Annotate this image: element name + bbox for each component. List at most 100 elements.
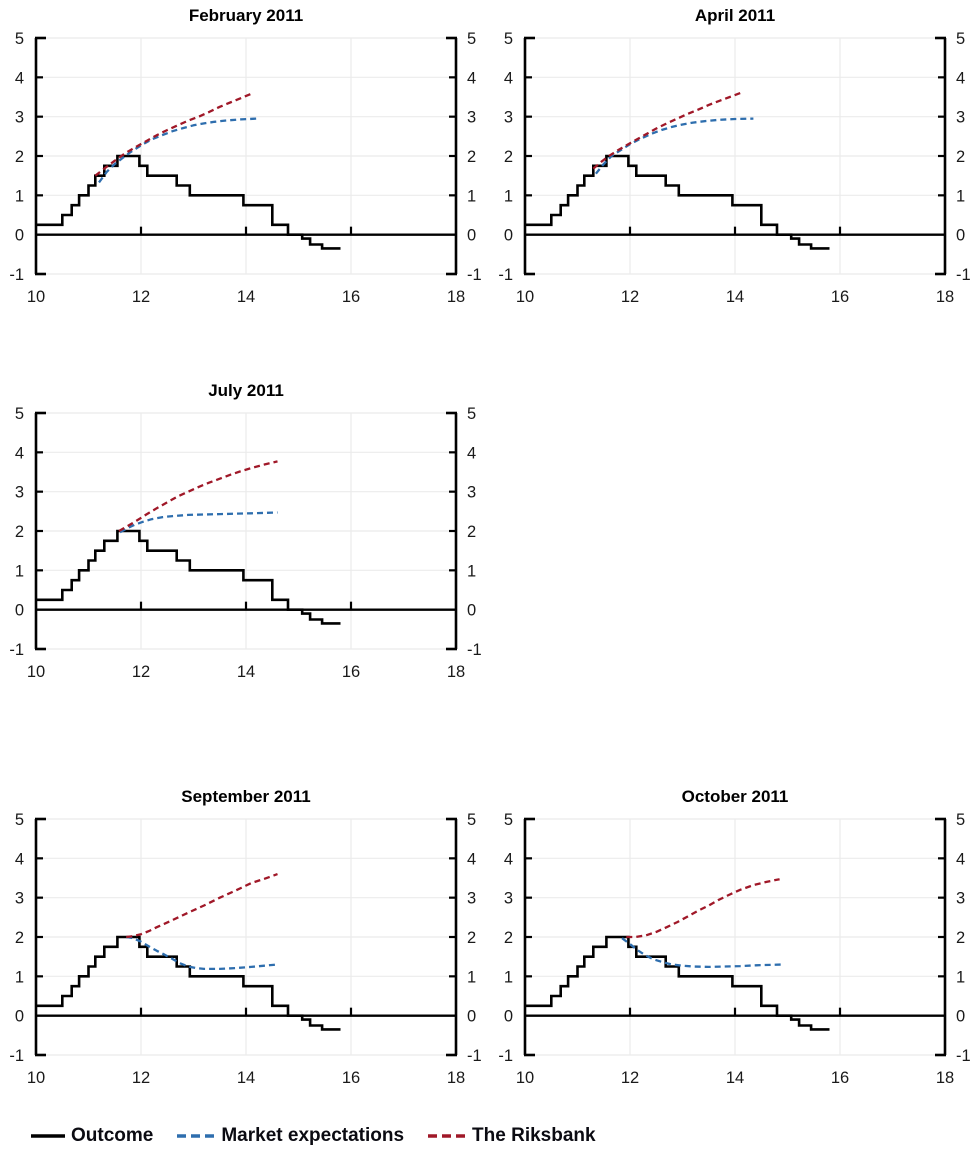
svg-text:-1: -1 <box>9 266 24 284</box>
svg-text:0: 0 <box>956 1008 965 1026</box>
svg-text:10: 10 <box>27 1069 45 1087</box>
svg-text:3: 3 <box>956 890 965 908</box>
svg-text:4: 4 <box>15 850 24 868</box>
svg-text:October 2011: October 2011 <box>682 787 789 806</box>
svg-text:2: 2 <box>504 148 513 166</box>
svg-text:2: 2 <box>956 148 965 166</box>
svg-text:4: 4 <box>504 850 513 868</box>
svg-text:0: 0 <box>15 227 24 245</box>
svg-text:1: 1 <box>15 968 24 986</box>
svg-text:10: 10 <box>516 1069 534 1087</box>
svg-text:12: 12 <box>621 288 639 306</box>
svg-text:4: 4 <box>956 69 965 87</box>
svg-text:16: 16 <box>342 1069 360 1087</box>
svg-text:July 2011: July 2011 <box>208 381 284 400</box>
svg-text:2: 2 <box>15 148 24 166</box>
svg-text:3: 3 <box>467 109 476 127</box>
svg-text:4: 4 <box>467 850 476 868</box>
svg-text:2: 2 <box>467 523 476 541</box>
svg-text:14: 14 <box>726 1069 744 1087</box>
svg-text:3: 3 <box>467 484 476 502</box>
svg-text:16: 16 <box>342 663 360 681</box>
legend-label-outcome: Outcome <box>71 1125 154 1146</box>
svg-text:0: 0 <box>467 227 476 245</box>
legend-item-riksbank: The Riksbank <box>427 1125 596 1147</box>
charts-row-2: -1 -1 0 0 1 1 2 2 3 3 4 4 5 5 10 12 14 16 18 July 2011 <box>0 375 977 693</box>
svg-text:5: 5 <box>467 811 476 829</box>
empty-cell <box>489 375 977 693</box>
svg-text:-1: -1 <box>956 1047 971 1065</box>
svg-text:5: 5 <box>504 30 513 48</box>
svg-text:0: 0 <box>467 602 476 620</box>
svg-text:-1: -1 <box>9 1047 24 1065</box>
svg-text:3: 3 <box>467 890 476 908</box>
svg-text:-1: -1 <box>498 1047 513 1065</box>
svg-text:16: 16 <box>831 288 849 306</box>
svg-text:3: 3 <box>504 890 513 908</box>
legend-label-riksbank: The Riksbank <box>472 1125 596 1146</box>
svg-text:3: 3 <box>15 109 24 127</box>
svg-text:4: 4 <box>15 69 24 87</box>
svg-text:0: 0 <box>956 227 965 245</box>
svg-text:10: 10 <box>27 663 45 681</box>
chart-panel-september-2011: -1 -1 0 0 1 1 2 2 3 3 4 4 5 5 10 12 14 16 18 September 2011 <box>0 781 488 1099</box>
svg-text:16: 16 <box>342 288 360 306</box>
svg-text:18: 18 <box>447 288 465 306</box>
legend-label-market-expectations: Market expectations <box>221 1125 405 1146</box>
svg-text:5: 5 <box>15 405 24 423</box>
svg-text:12: 12 <box>132 1069 150 1087</box>
svg-text:1: 1 <box>467 562 476 580</box>
svg-text:-1: -1 <box>9 641 24 659</box>
svg-text:10: 10 <box>516 288 534 306</box>
svg-text:18: 18 <box>936 1069 954 1087</box>
svg-text:-1: -1 <box>467 266 482 284</box>
svg-text:5: 5 <box>467 405 476 423</box>
svg-text:12: 12 <box>132 663 150 681</box>
svg-text:3: 3 <box>15 890 24 908</box>
svg-text:18: 18 <box>447 663 465 681</box>
svg-text:1: 1 <box>467 187 476 205</box>
svg-text:4: 4 <box>467 444 476 462</box>
svg-text:-1: -1 <box>467 1047 482 1065</box>
outcome-line-swatch <box>31 1134 65 1138</box>
svg-text:3: 3 <box>504 109 513 127</box>
chart-panel-february-2011: -1 -1 0 0 1 1 2 2 3 3 4 4 5 5 10 12 14 16 18 February 2011 <box>0 0 488 318</box>
svg-text:1: 1 <box>15 562 24 580</box>
svg-text:3: 3 <box>15 484 24 502</box>
svg-text:4: 4 <box>956 850 965 868</box>
svg-text:April 2011: April 2011 <box>695 6 775 25</box>
svg-text:September 2011: September 2011 <box>181 787 310 806</box>
chart-panel-july-2011: -1 -1 0 0 1 1 2 2 3 3 4 4 5 5 10 12 14 16 18 July 2011 <box>0 375 488 693</box>
charts-row-3: -1 -1 0 0 1 1 2 2 3 3 4 4 5 5 10 12 14 16 18 September 2011… <box>0 781 977 1099</box>
svg-text:1: 1 <box>504 968 513 986</box>
svg-text:0: 0 <box>504 227 513 245</box>
riksbank-line-swatch <box>428 1134 467 1138</box>
svg-text:1: 1 <box>15 187 24 205</box>
svg-text:2: 2 <box>15 929 24 947</box>
svg-text:14: 14 <box>237 288 255 306</box>
svg-text:10: 10 <box>27 288 45 306</box>
svg-text:-1: -1 <box>956 266 971 284</box>
svg-text:-1: -1 <box>498 266 513 284</box>
svg-text:0: 0 <box>15 602 24 620</box>
svg-text:14: 14 <box>237 663 255 681</box>
svg-text:2: 2 <box>467 929 476 947</box>
svg-text:2: 2 <box>15 523 24 541</box>
charts-row-1: -1 -1 0 0 1 1 2 2 3 3 4 4 5 5 10 12 14 16 18 February 2011 … <box>0 0 977 318</box>
svg-text:5: 5 <box>504 811 513 829</box>
svg-text:5: 5 <box>467 30 476 48</box>
svg-text:1: 1 <box>504 187 513 205</box>
svg-text:12: 12 <box>132 288 150 306</box>
svg-text:5: 5 <box>956 30 965 48</box>
svg-text:5: 5 <box>15 30 24 48</box>
svg-text:0: 0 <box>467 1008 476 1026</box>
svg-text:3: 3 <box>956 109 965 127</box>
svg-text:-1: -1 <box>467 641 482 659</box>
svg-text:18: 18 <box>447 1069 465 1087</box>
svg-text:14: 14 <box>237 1069 255 1087</box>
svg-text:12: 12 <box>621 1069 639 1087</box>
